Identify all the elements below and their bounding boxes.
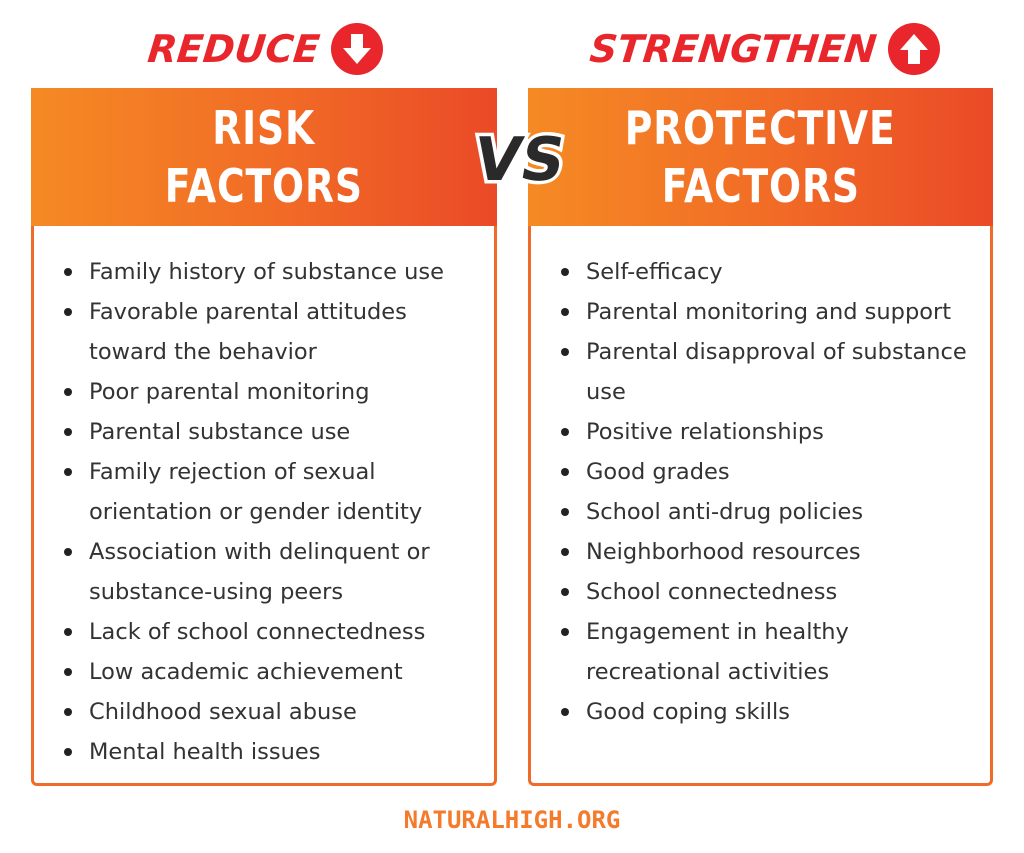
list-item: Self-efficacy xyxy=(531,252,990,292)
arrow-down-circle-icon xyxy=(331,23,384,75)
reduce-label: REDUCE xyxy=(145,22,384,76)
list-item: Parental monitoring and support xyxy=(531,292,990,332)
footer-website[interactable]: NATURALHIGH.ORG xyxy=(403,806,621,834)
strengthen-label: STRENGTHEN xyxy=(587,22,941,76)
list-item: Childhood sexual abuse xyxy=(34,692,494,732)
protective-header-line1: PROTECTIVE xyxy=(625,101,896,155)
list-item: Family history of substance use xyxy=(34,252,494,292)
risk-factors-list: Family history of substance use Favorabl… xyxy=(34,226,494,772)
risk-header-line2: FACTORS xyxy=(164,159,364,213)
risk-factors-list-box: Family history of substance use Favorabl… xyxy=(31,226,497,786)
list-item: Favorable parental attitudes toward the … xyxy=(34,292,494,372)
protective-header-line2: FACTORS xyxy=(661,159,860,213)
arrow-up-circle-icon xyxy=(888,23,941,75)
list-item: Lack of school connectedness xyxy=(34,612,494,652)
reduce-text: REDUCE xyxy=(145,27,322,71)
list-item: Engagement in healthy recreational activ… xyxy=(531,612,990,692)
risk-factors-header: RISK FACTORS xyxy=(31,88,497,226)
vs-text: VS xyxy=(469,125,571,194)
risk-header-line1: RISK xyxy=(212,101,316,155)
list-item: Mental health issues xyxy=(34,732,494,772)
list-item: School connectedness xyxy=(531,572,990,612)
list-item: Parental substance use xyxy=(34,412,494,452)
strengthen-text: STRENGTHEN xyxy=(587,27,879,71)
protective-factors-list: Self-efficacy Parental monitoring and su… xyxy=(531,226,990,732)
list-item: Poor parental monitoring xyxy=(34,372,494,412)
list-item: Association with delinquent or substance… xyxy=(34,532,494,612)
list-item: School anti-drug policies xyxy=(531,492,990,532)
protective-factors-list-box: Self-efficacy Parental monitoring and su… xyxy=(528,226,993,786)
list-item: Good coping skills xyxy=(531,692,990,732)
list-item: Positive relationships xyxy=(531,412,990,452)
vs-badge: VS xyxy=(465,122,572,198)
list-item: Low academic achievement xyxy=(34,652,494,692)
protective-factors-header: PROTECTIVE FACTORS xyxy=(528,88,993,226)
list-item: Good grades xyxy=(531,452,990,492)
list-item: Parental disapproval of substance use xyxy=(531,332,990,412)
list-item: Family rejection of sexual orientation o… xyxy=(34,452,494,532)
list-item: Neighborhood resources xyxy=(531,532,990,572)
